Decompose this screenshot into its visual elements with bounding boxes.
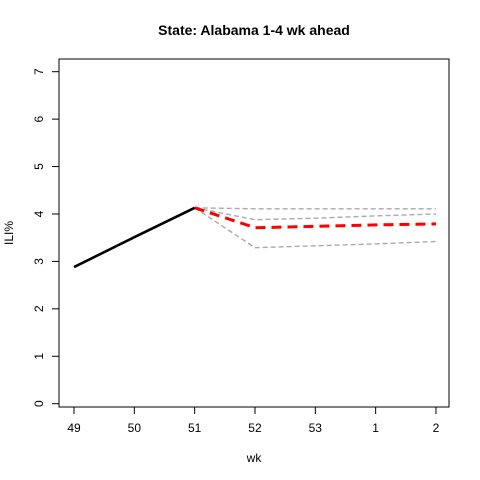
series-line-upper-bound bbox=[194, 207, 436, 210]
x-tick-label: 1 bbox=[372, 421, 379, 435]
x-tick-label: 52 bbox=[248, 421, 262, 435]
x-tick-label: 2 bbox=[433, 421, 440, 435]
x-axis: 49 50 51 52 53 1 2 bbox=[67, 406, 440, 435]
chart-title: State: Alabama 1-4 wk ahead bbox=[158, 22, 350, 38]
plot-frame bbox=[58, 58, 450, 408]
x-axis-label: wk bbox=[246, 451, 263, 465]
series-line-observed bbox=[73, 206, 196, 269]
series-layer bbox=[73, 206, 437, 269]
y-tick-label: 5 bbox=[32, 163, 46, 170]
y-tick-label: 2 bbox=[32, 305, 46, 312]
y-tick-label: 3 bbox=[32, 258, 46, 265]
series-line-upper-band bbox=[194, 207, 437, 221]
x-tick-label: 51 bbox=[188, 421, 202, 435]
y-tick-label: 4 bbox=[32, 210, 46, 217]
y-axis: 0 1 2 3 4 5 6 7 bbox=[32, 68, 60, 407]
y-tick-label: 6 bbox=[32, 115, 46, 122]
series-line-lower-bound bbox=[194, 207, 437, 249]
y-tick-label: 0 bbox=[32, 400, 46, 407]
x-tick-label: 50 bbox=[128, 421, 142, 435]
y-tick-label: 1 bbox=[32, 353, 46, 360]
x-tick-label: 53 bbox=[309, 421, 323, 435]
y-tick-label: 7 bbox=[32, 68, 46, 75]
x-tick-label: 49 bbox=[67, 421, 81, 435]
y-axis-label: ILI% bbox=[2, 221, 16, 245]
